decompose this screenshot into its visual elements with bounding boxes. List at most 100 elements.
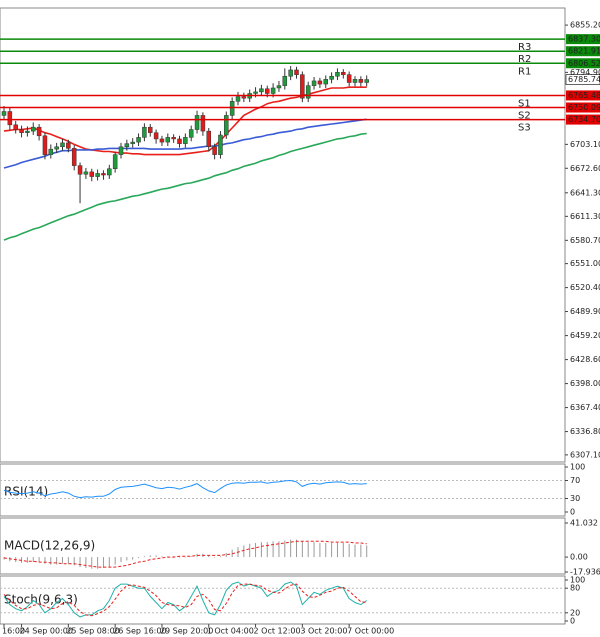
candle-body bbox=[288, 69, 293, 77]
candle-body bbox=[13, 124, 18, 130]
x-tick-label: 16:00 bbox=[2, 627, 25, 636]
candle-body bbox=[317, 80, 323, 85]
macd-bar bbox=[336, 542, 338, 558]
candle-body bbox=[89, 171, 94, 177]
level-name: S1 bbox=[518, 98, 531, 109]
macd-bar bbox=[272, 541, 274, 558]
candle-body bbox=[335, 72, 340, 77]
candle-body bbox=[83, 171, 89, 175]
level-name: S2 bbox=[518, 111, 531, 122]
indicator-line bbox=[3, 479, 367, 499]
macd-bar bbox=[208, 555, 210, 558]
x-tick-label: 25 Sep 08:00 bbox=[66, 627, 119, 636]
level-name: R1 bbox=[518, 66, 531, 77]
y-tick-label: 100 bbox=[570, 576, 585, 585]
candle-body bbox=[341, 72, 346, 75]
x-tick-label: 7 Oct 00:00 bbox=[347, 627, 394, 636]
candle-body bbox=[329, 75, 334, 80]
y-tick-label: 6336.80 bbox=[570, 427, 600, 436]
signal-line bbox=[3, 540, 367, 568]
candle-body bbox=[71, 148, 77, 166]
candle-body bbox=[7, 111, 13, 126]
current-price: 6785.74 bbox=[568, 75, 600, 84]
candle-body bbox=[300, 74, 305, 99]
candle-body bbox=[323, 79, 328, 85]
level-box bbox=[566, 58, 600, 69]
macd-bar bbox=[120, 557, 122, 563]
macd-bar bbox=[225, 552, 227, 558]
macd-bar bbox=[143, 556, 145, 558]
indicator-line bbox=[3, 581, 367, 618]
candle-body bbox=[95, 173, 100, 177]
macd-bar bbox=[296, 539, 297, 558]
macd-bar bbox=[114, 557, 116, 565]
macd-bar bbox=[219, 556, 221, 558]
macd-bar bbox=[56, 557, 58, 565]
candle-body bbox=[112, 154, 118, 169]
candle-body bbox=[48, 148, 54, 155]
level-label: 6837.30 bbox=[568, 35, 600, 44]
y-tick-label: 6551.00 bbox=[570, 259, 600, 268]
candle-body bbox=[60, 142, 65, 148]
candle-body bbox=[101, 173, 106, 176]
macd-bar bbox=[102, 557, 104, 568]
y-tick-label: 6641.30 bbox=[570, 188, 600, 197]
candle-body bbox=[188, 129, 194, 138]
macd-bar bbox=[290, 539, 292, 558]
macd-bar bbox=[301, 541, 303, 558]
y-tick-label: 6398.00 bbox=[570, 379, 600, 388]
macd-bar bbox=[132, 557, 134, 560]
moving-average bbox=[3, 118, 367, 169]
rsi-title: RSI(14) bbox=[4, 485, 48, 499]
macd-bar bbox=[26, 557, 28, 563]
candle-body bbox=[19, 129, 24, 133]
candle-body bbox=[282, 75, 288, 86]
candle-body bbox=[218, 134, 223, 155]
macd-bar bbox=[62, 557, 63, 564]
candle-body bbox=[259, 88, 264, 93]
macd-bar bbox=[260, 542, 262, 558]
candle-body bbox=[171, 137, 176, 140]
level-label: 6806.52 bbox=[568, 59, 600, 68]
candle-body bbox=[200, 115, 206, 132]
x-tick-label: 26 Sep 16:00 bbox=[113, 627, 166, 636]
x-tick-label: 3 Oct 20:00 bbox=[300, 627, 347, 636]
x-tick-label: 1 Oct 04:00 bbox=[207, 627, 254, 636]
macd-bar bbox=[331, 542, 333, 558]
candle-body bbox=[194, 115, 200, 130]
macd-bar bbox=[38, 557, 40, 563]
level-name: R2 bbox=[518, 54, 531, 65]
macd-bar bbox=[184, 557, 186, 558]
y-tick-label: 6672.60 bbox=[570, 164, 600, 173]
macd-bar bbox=[79, 557, 81, 568]
macd-bar bbox=[366, 545, 368, 558]
x-tick-label: 29 Sep 20:00 bbox=[160, 627, 213, 636]
macd-bar bbox=[319, 542, 321, 558]
candle-body bbox=[358, 79, 364, 83]
macd-bar bbox=[243, 545, 245, 558]
macd-bar bbox=[155, 555, 157, 558]
main-panel bbox=[0, 7, 566, 463]
level-box bbox=[566, 102, 600, 113]
macd-bar bbox=[360, 544, 362, 558]
candle-body bbox=[183, 137, 188, 144]
candle-body bbox=[294, 69, 299, 75]
candle-body bbox=[212, 146, 217, 155]
candle-body bbox=[36, 126, 42, 137]
macd-bar bbox=[255, 542, 257, 558]
price-box bbox=[565, 74, 600, 85]
candle-body bbox=[276, 85, 282, 89]
candle-body bbox=[364, 79, 369, 83]
candle-body bbox=[1, 111, 7, 116]
macd-bar bbox=[161, 556, 163, 558]
macd-bar bbox=[73, 557, 75, 566]
candle-body bbox=[346, 74, 352, 83]
y-tick-label: 80 bbox=[570, 584, 580, 593]
y-tick-label: 6703.10 bbox=[570, 140, 600, 149]
candle-body bbox=[206, 130, 211, 148]
candle-body bbox=[229, 101, 235, 116]
y-tick-label: 70 bbox=[570, 476, 580, 485]
candle-body bbox=[54, 146, 59, 150]
